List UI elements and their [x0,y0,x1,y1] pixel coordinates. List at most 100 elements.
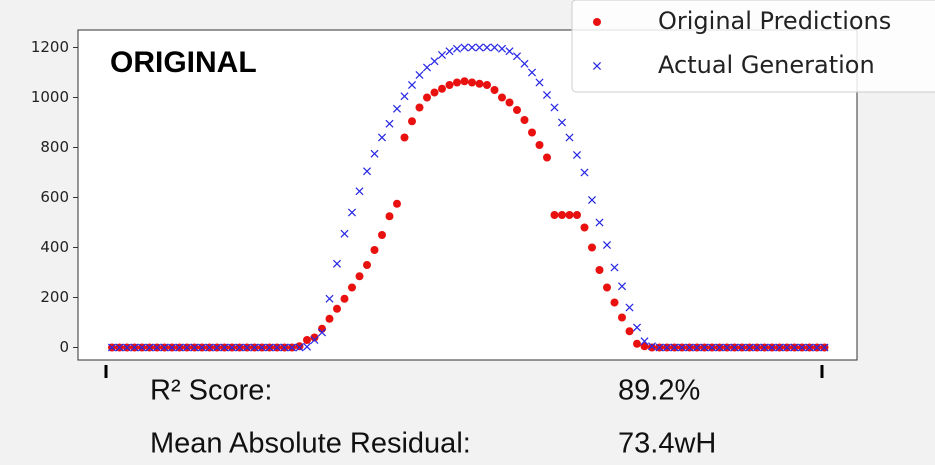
point [122,343,132,352]
point [160,343,169,352]
point [460,77,469,86]
point [452,44,462,53]
point [603,283,611,292]
point [662,343,672,352]
point [745,343,754,352]
point [453,78,461,87]
point [640,337,649,346]
point [730,343,739,352]
point [483,81,491,89]
point [542,90,552,100]
point [302,342,312,351]
point [430,57,439,66]
point [592,61,602,71]
point [423,93,431,102]
point [535,78,544,87]
point [257,343,267,352]
point [573,211,581,219]
point [513,106,521,114]
point [460,43,469,52]
point [445,81,454,89]
point [602,240,612,250]
point [325,314,334,323]
point [722,343,732,352]
point [272,343,282,352]
point [520,59,529,68]
point [543,153,551,162]
point [377,133,387,142]
point [197,343,207,352]
point [625,303,634,312]
point [107,343,117,352]
point [287,343,297,352]
point [805,343,814,352]
point [482,43,492,52]
point [535,141,544,149]
point [618,313,626,322]
point [438,84,446,93]
point [490,43,499,52]
point [430,88,439,97]
point [242,343,252,352]
point [625,327,634,336]
point [220,343,229,352]
point [317,328,327,337]
point [295,342,304,351]
point [400,133,409,142]
y-tick-label: 1200 [31,38,69,56]
point [318,324,326,333]
point [362,167,372,176]
point [812,343,822,352]
point [370,149,379,158]
point [593,18,601,26]
point [370,246,379,254]
point [572,150,582,160]
point [340,294,349,303]
point [505,98,514,107]
metric-value: 89.2% [618,375,700,407]
point [685,343,694,352]
point [760,343,769,352]
point [490,86,499,94]
point [325,294,334,303]
point [355,272,364,281]
point [310,335,319,345]
point [512,52,522,61]
y-tick-label: 800 [40,138,69,156]
point [250,343,259,352]
point [235,343,244,352]
point [588,243,596,252]
point [610,298,619,307]
point [392,104,402,113]
point [408,117,416,126]
point [468,78,476,87]
point [782,343,792,352]
point [385,119,394,128]
metric-value: 73.4wH [618,428,716,460]
point [737,343,747,352]
y-tick-label: 400 [40,238,69,256]
point [190,343,199,352]
point [475,79,484,88]
point [528,128,536,137]
point [550,211,559,219]
panel-label: ORIGINAL [110,46,257,79]
point [310,333,319,342]
metric-label: R² Score: [150,375,272,407]
point [550,103,559,112]
point [692,343,702,352]
point [648,343,656,352]
point [400,92,409,101]
point [340,229,349,238]
point [422,63,432,72]
point [565,133,574,142]
point [632,323,642,332]
point [580,168,589,177]
point [767,343,777,352]
point [647,342,657,351]
point [520,116,529,124]
point [415,70,424,80]
point [587,195,597,205]
point [557,118,567,127]
point [130,343,139,352]
